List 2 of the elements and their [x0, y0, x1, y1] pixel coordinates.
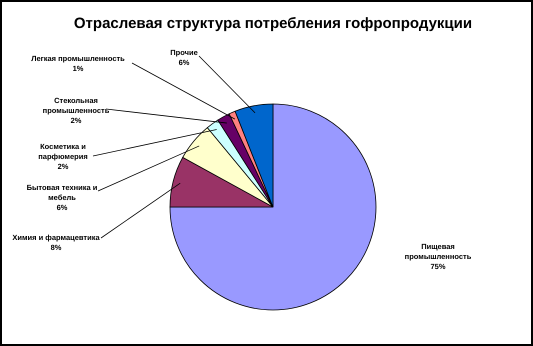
chart-title: Отраслевая структура потребления гофропродукции [74, 15, 472, 32]
pie-slice [170, 104, 376, 310]
